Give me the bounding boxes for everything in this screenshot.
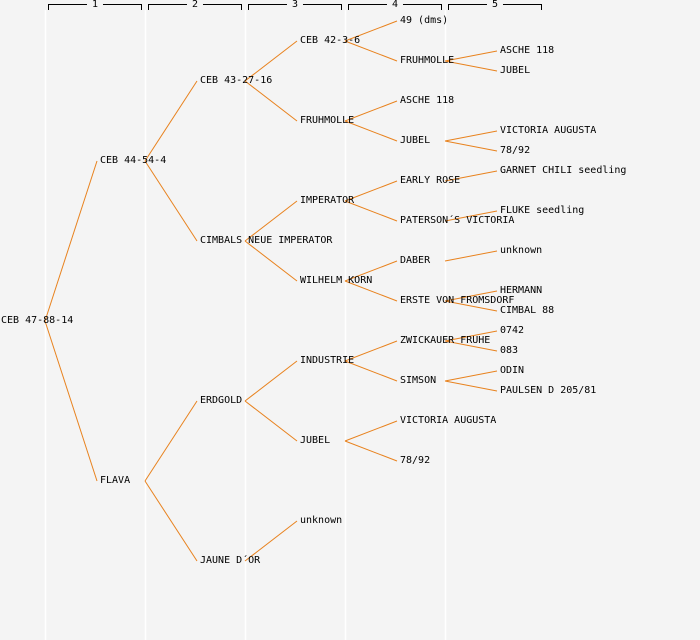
edge-erdgold-to-jubel-1 — [244, 400, 298, 442]
edge-zwickauer-fruhe-to-0742 — [444, 330, 498, 342]
tree-node-78-92-2: 78/92 — [500, 145, 531, 156]
edge-zwickauer-fruhe-to-083 — [444, 340, 498, 352]
generation-bracket-5: 5 — [448, 0, 542, 11]
edge-erste-von-fromsdorf-to-hermann — [444, 290, 498, 302]
tree-node-cimbals-neue-imperator: CIMBALS NEUE IMPERATOR — [200, 235, 333, 246]
edge-ceb-43-27-16-to-ceb-42-3-6 — [244, 40, 298, 82]
tree-node-victoria-augusta-1: VICTORIA AUGUSTA — [400, 415, 497, 426]
tree-node-fruhmolle-2: FRUHMOLLE — [400, 55, 455, 66]
tree-node-early-rose: EARLY ROSE — [400, 175, 461, 186]
tree-node-simson: SIMSON — [400, 375, 437, 386]
tree-node-0742: 0742 — [500, 325, 525, 336]
edge-fruhmolle-1-to-jubel-2 — [344, 120, 398, 142]
edge-simson-to-paulsen-d-205-81 — [444, 380, 498, 392]
tree-node-daber: DABER — [400, 255, 431, 266]
tree-node-unknown-2: unknown — [500, 245, 543, 256]
edge-daber-to-unknown-2 — [444, 250, 498, 262]
tree-node-wilhelm-korn: WILHELM KORN — [300, 275, 373, 286]
edge-cimbals-neue-imperator-to-imperator — [244, 200, 298, 242]
tree-node-49-dms: 49 (dms) — [400, 15, 449, 26]
tree-node-asche-118-2: ASCHE 118 — [500, 45, 555, 56]
edge-ceb-47-88-14-to-ceb-44-54-4 — [44, 160, 98, 322]
tree-node-erste-von-fromsdorf: ERSTE VON FROMSDORF — [400, 295, 515, 306]
edge-erste-von-fromsdorf-to-cimbal-88 — [444, 300, 498, 312]
tree-node-unknown-1: unknown — [300, 515, 343, 526]
edge-imperator-to-early-rose — [344, 180, 398, 202]
edge-flava-to-jaune-d-or — [144, 480, 198, 562]
edge-fruhmolle-2-to-asche-118-2 — [444, 50, 498, 62]
tree-node-industrie: INDUSTRIE — [300, 355, 355, 366]
edge-industrie-to-zwickauer-fruhe — [344, 340, 398, 362]
tree-node-zwickauer-fruhe: ZWICKAUER FRUHE — [400, 335, 491, 346]
tree-node-fruhmolle-1: FRUHMOLLE — [300, 115, 355, 126]
edge-fruhmolle-1-to-asche-118-1 — [344, 100, 398, 122]
edge-imperator-to-patersons-victoria — [344, 200, 398, 222]
tree-node-jubel-2: JUBEL — [400, 135, 431, 146]
edge-ceb-43-27-16-to-fruhmolle-1 — [244, 80, 298, 122]
edge-jubel-1-to-78-92-1 — [344, 440, 398, 462]
edge-ceb-44-54-4-to-ceb-43-27-16 — [144, 80, 198, 162]
edge-erdgold-to-industrie — [244, 360, 298, 402]
edge-patersons-victoria-to-fluke-seedling — [444, 210, 498, 222]
tree-node-victoria-augusta-2: VICTORIA AUGUSTA — [500, 125, 597, 136]
tree-node-cimbal-88: CIMBAL 88 — [500, 305, 555, 316]
generation-label-2: 2 — [186, 0, 204, 11]
tree-node-jubel-1: JUBEL — [300, 435, 331, 446]
generation-label-3: 3 — [286, 0, 304, 11]
tree-node-fluke-seedling: FLUKE seedling — [500, 205, 585, 216]
edge-jaune-d-or-to-unknown-1 — [244, 520, 298, 562]
tree-node-erdgold: ERDGOLD — [200, 395, 243, 406]
generation-bracket-1: 1 — [48, 0, 142, 11]
edge-jubel-2-to-78-92-2 — [444, 140, 498, 152]
tree-node-78-92-1: 78/92 — [400, 455, 431, 466]
tree-node-ceb-47-88-14: CEB 47-88-14 — [1, 315, 74, 326]
generation-label-5: 5 — [486, 0, 504, 11]
edge-jubel-1-to-victoria-augusta-1 — [344, 420, 398, 442]
edge-ceb-42-3-6-to-fruhmolle-2 — [344, 40, 398, 62]
edge-ceb-42-3-6-to-49-dms — [344, 20, 398, 42]
tree-node-paulsen-d-205-81: PAULSEN D 205/81 — [500, 385, 597, 396]
tree-node-ceb-44-54-4: CEB 44-54-4 — [100, 155, 167, 166]
edge-wilhelm-korn-to-daber — [344, 260, 398, 282]
tree-node-odin: ODIN — [500, 365, 525, 376]
tree-node-imperator: IMPERATOR — [300, 195, 355, 206]
edge-fruhmolle-2-to-jubel-3 — [444, 60, 498, 72]
edge-simson-to-odin — [444, 370, 498, 382]
tree-node-jubel-3: JUBEL — [500, 65, 531, 76]
tree-node-hermann: HERMANN — [500, 285, 543, 296]
tree-node-garnet-chili-seedling: GARNET CHILI seedling — [500, 165, 627, 176]
edge-cimbals-neue-imperator-to-wilhelm-korn — [244, 240, 298, 282]
tree-node-asche-118-1: ASCHE 118 — [400, 95, 455, 106]
tree-node-patersons-victoria: PATERSON´S VICTORIA — [400, 215, 515, 226]
edge-industrie-to-simson — [344, 360, 398, 382]
generation-label-4: 4 — [386, 0, 404, 11]
tree-node-ceb-43-27-16: CEB 43-27-16 — [200, 75, 273, 86]
tree-node-flava: FLAVA — [100, 475, 131, 486]
generation-bracket-4: 4 — [348, 0, 442, 11]
tree-node-ceb-42-3-6: CEB 42-3-6 — [300, 35, 361, 46]
edge-ceb-47-88-14-to-flava — [44, 320, 98, 482]
edge-flava-to-erdgold — [144, 400, 198, 482]
edge-jubel-2-to-victoria-augusta-2 — [444, 130, 498, 142]
edge-early-rose-to-garnet-chili-seedling — [444, 170, 498, 182]
tree-node-083: 083 — [500, 345, 519, 356]
generation-bracket-3: 3 — [248, 0, 342, 11]
generation-bracket-2: 2 — [148, 0, 242, 11]
edge-ceb-44-54-4-to-cimbals-neue-imperator — [144, 160, 198, 242]
generation-label-1: 1 — [86, 0, 104, 11]
tree-node-jaune-d-or: JAUNE D´OR — [200, 555, 261, 566]
edge-wilhelm-korn-to-erste-von-fromsdorf — [344, 280, 398, 302]
